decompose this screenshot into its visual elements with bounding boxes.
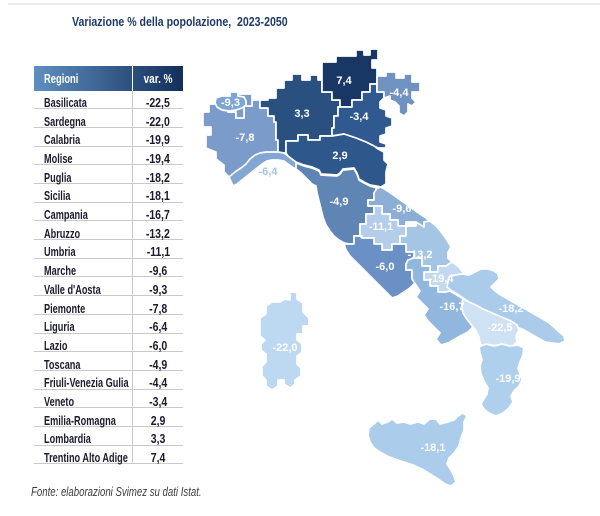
svg-text:-13,2: -13,2 xyxy=(407,249,432,261)
svg-text:-19,4: -19,4 xyxy=(428,273,454,285)
svg-text:-6,4: -6,4 xyxy=(259,166,279,178)
svg-text:-6,0: -6,0 xyxy=(376,261,395,273)
svg-text:-4,4: -4,4 xyxy=(390,87,410,99)
svg-text:-7,8: -7,8 xyxy=(236,132,255,144)
svg-text:-3,4: -3,4 xyxy=(350,111,370,123)
svg-text:-4,9: -4,9 xyxy=(330,196,349,208)
svg-text:-22,0: -22,0 xyxy=(272,342,297,354)
svg-text:-18,2: -18,2 xyxy=(498,303,523,315)
svg-text:-22,5: -22,5 xyxy=(487,322,512,334)
svg-text:3,3: 3,3 xyxy=(294,108,309,120)
svg-text:-11,1: -11,1 xyxy=(369,221,393,233)
svg-text:-9,3: -9,3 xyxy=(221,97,240,109)
svg-text:-18,1: -18,1 xyxy=(420,442,445,454)
svg-text:2,9: 2,9 xyxy=(332,150,347,162)
svg-text:-19,9: -19,9 xyxy=(495,373,520,385)
svg-text:-9,6: -9,6 xyxy=(393,203,412,215)
svg-text:7,4: 7,4 xyxy=(336,75,352,87)
svg-text:-16,7: -16,7 xyxy=(439,301,464,313)
